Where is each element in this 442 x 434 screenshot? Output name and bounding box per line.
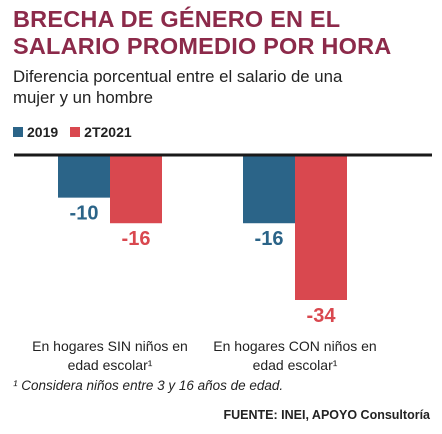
title-line-1: BRECHA DE GÉNERO EN EL xyxy=(13,6,341,32)
category-label-2-line-2: edad escolar¹ xyxy=(253,357,338,373)
chart-subtitle: Diferencia porcentual entre el salario d… xyxy=(13,66,433,108)
legend-label-2t2021: 2T2021 xyxy=(84,124,132,140)
subtitle-line-1: Diferencia porcentual entre el salario d… xyxy=(13,67,343,86)
legend-swatch-2t2021 xyxy=(70,127,81,137)
category-label-1-line-2: edad escolar¹ xyxy=(68,357,153,373)
legend-item-2t2021: 2T2021 xyxy=(70,124,132,140)
category-label-1-line-1: En hogares SIN niños en xyxy=(32,338,188,354)
source-note: FUENTE: INEI, APOYO Consultoría xyxy=(223,408,431,422)
chart-legend: 2019 2T2021 xyxy=(13,124,144,140)
category-label-2-line-1: En hogares CON niños en xyxy=(213,338,376,354)
footnote: ¹ Considera niños entre 3 y 16 años de e… xyxy=(13,378,284,393)
bar-2019-cat2 xyxy=(243,155,295,224)
bar-2019-cat1 xyxy=(58,155,110,198)
bar-2t2021-cat1 xyxy=(110,155,162,224)
subtitle-line-2: mujer y un hombre xyxy=(13,88,153,107)
chart-title: BRECHA DE GÉNERO EN EL SALARIO PROMEDIO … xyxy=(13,6,433,60)
data-label-2t2021-cat1: -16 xyxy=(122,228,151,250)
data-label-2019-cat1: -10 xyxy=(70,203,99,225)
data-label-2019-cat2: -16 xyxy=(255,228,284,250)
title-line-2: SALARIO PROMEDIO POR HORA xyxy=(13,33,392,59)
legend-label-2019: 2019 xyxy=(27,124,59,140)
bar-2t2021-cat2 xyxy=(295,155,347,300)
legend-swatch-2019 xyxy=(13,127,23,137)
legend-item-2019: 2019 xyxy=(13,124,58,140)
data-label-2t2021-cat2: -34 xyxy=(307,305,337,327)
